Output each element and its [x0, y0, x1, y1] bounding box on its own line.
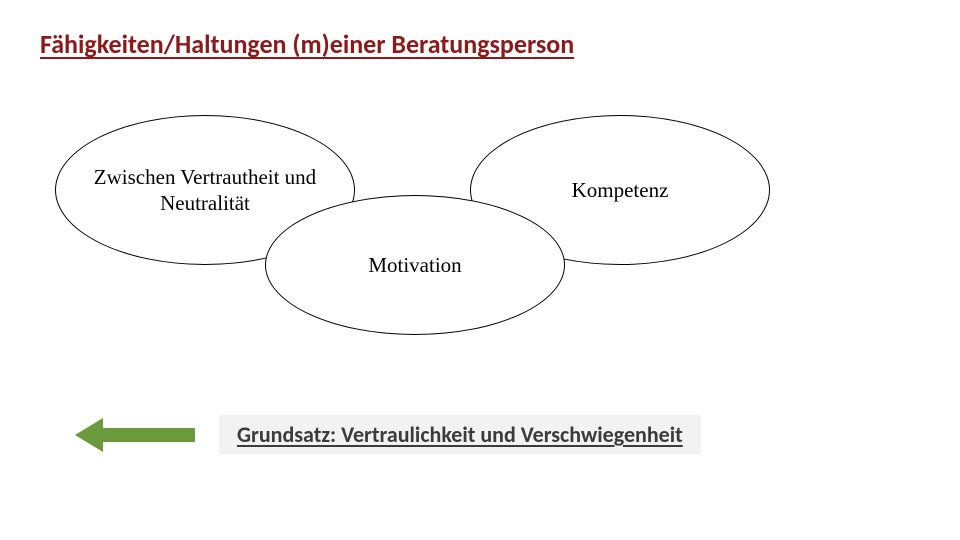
slide: Fähigkeiten/Haltungen (m)einer Beratungs…	[0, 0, 960, 540]
ellipse-competence-label: Kompetenz	[554, 177, 687, 203]
ellipse-motivation: Motivation	[265, 195, 565, 335]
ellipse-trust-neutrality-label: Zwischen Vertrautheit und Neutralität	[56, 164, 354, 217]
ellipse-motivation-label: Motivation	[350, 252, 479, 278]
slide-title: Fähigkeiten/Haltungen (m)einer Beratungs…	[40, 28, 574, 60]
principle-text: Grundsatz: Vertraulichkeit und Verschwie…	[237, 421, 683, 448]
footer-row: Grundsatz: Vertraulichkeit und Verschwie…	[75, 415, 701, 454]
principle-box: Grundsatz: Vertraulichkeit und Verschwie…	[219, 415, 701, 454]
left-arrow-icon	[75, 418, 195, 452]
